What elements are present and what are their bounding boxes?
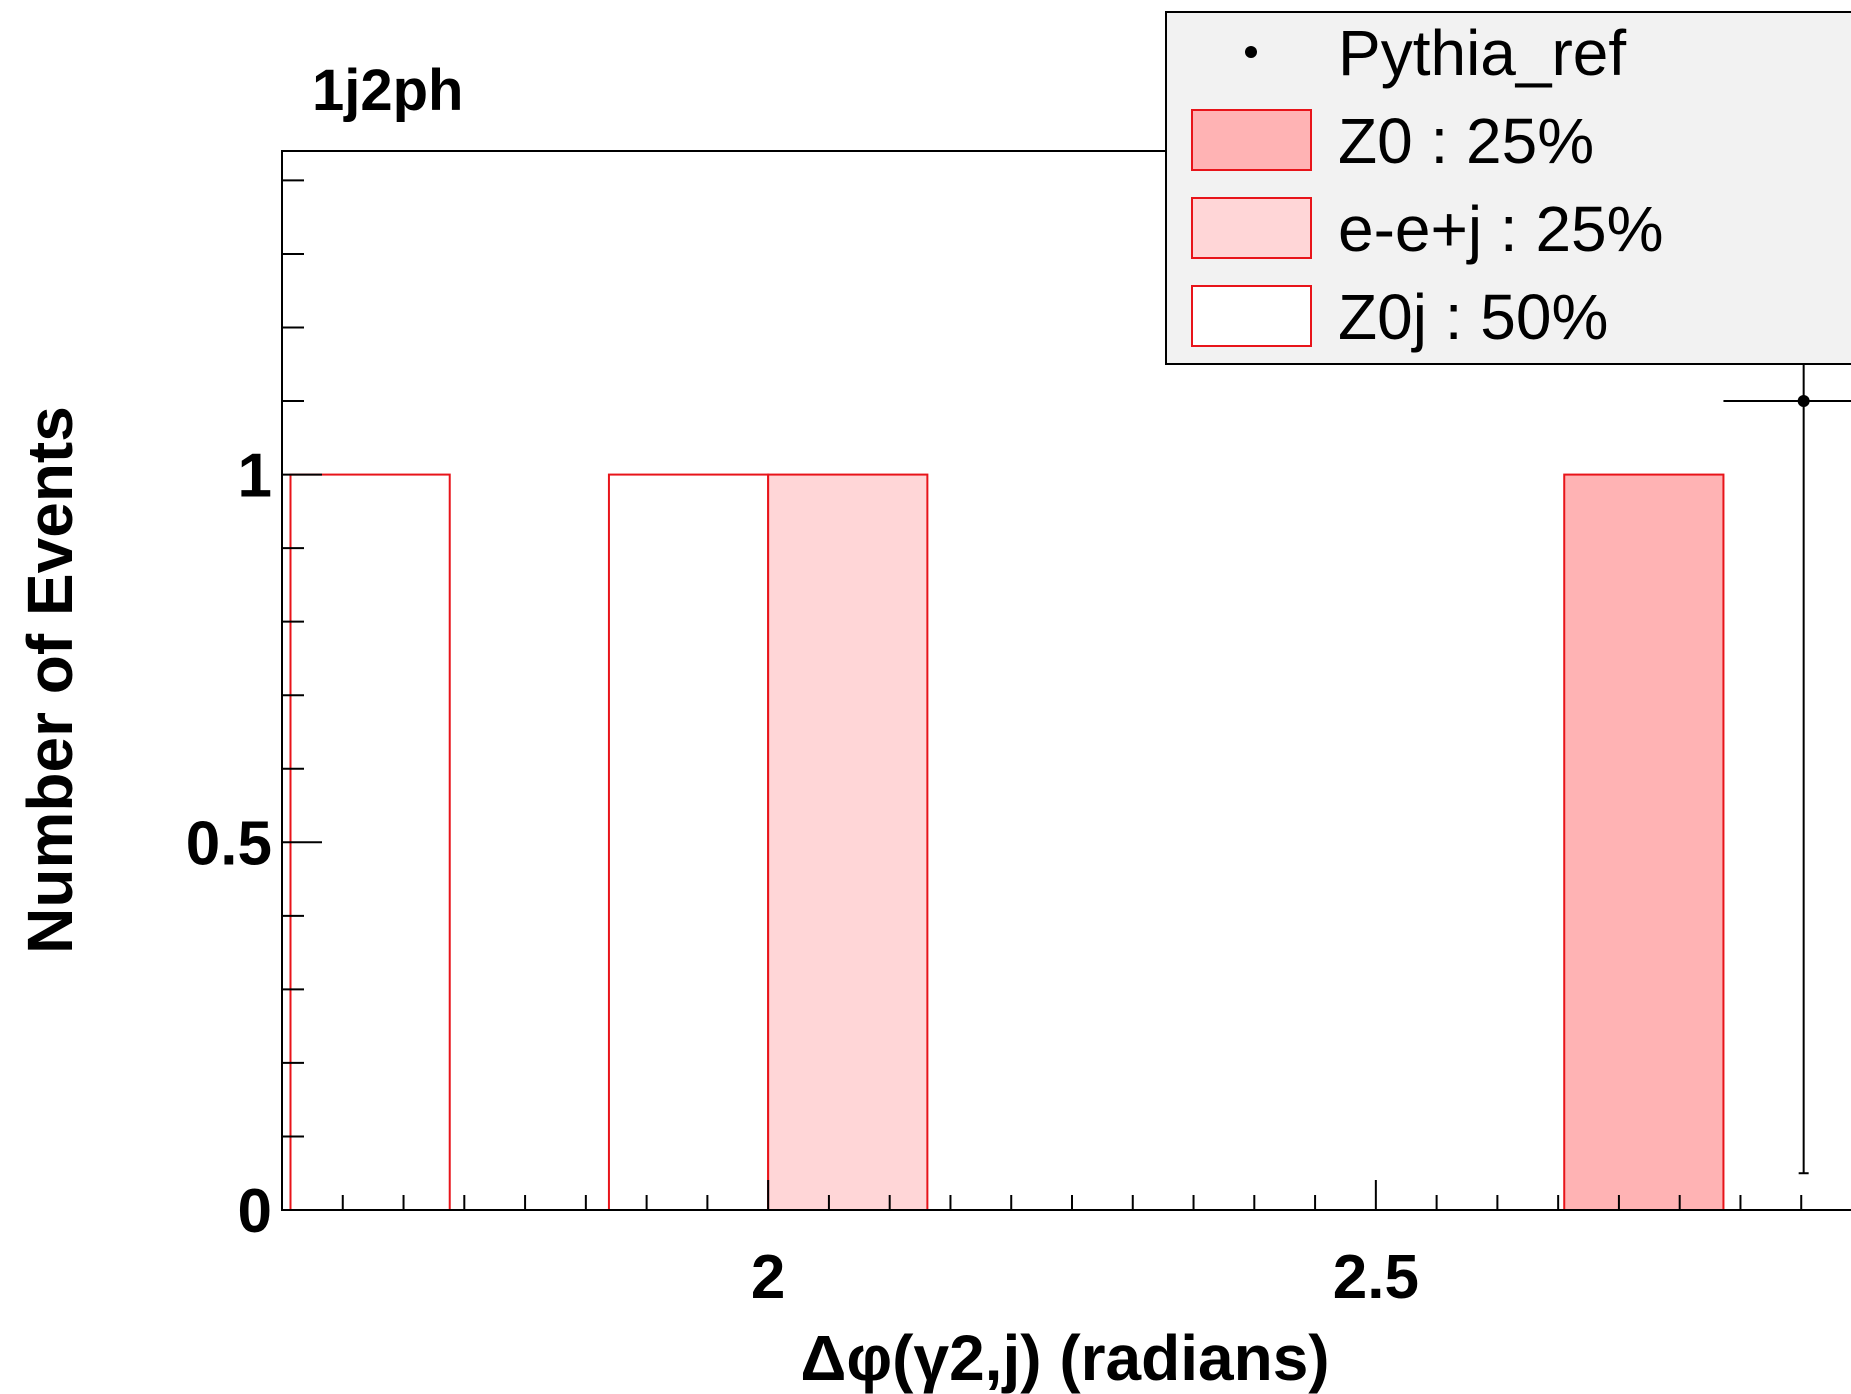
legend: Pythia_ref Z0 : 25% e-e+j : 25% Z0j : 50% [1165, 11, 1851, 365]
legend-label: e-e+j : 25% [1338, 193, 1664, 265]
histogram-bars [282, 473, 1851, 1212]
histogram-bar [767, 473, 929, 1212]
legend-swatch [1191, 285, 1312, 347]
x-tick-label: 2.5 [1333, 1243, 1419, 1312]
x-axis-ticks: 2 2.5 [281, 1180, 1803, 1312]
y-axis-title: Number of Events [14, 406, 86, 954]
x-axis-title: Δφ(γ2,j) (radians) [800, 1322, 1329, 1394]
legend-swatch [1191, 109, 1312, 171]
data-point [1797, 395, 1810, 408]
histogram-bar [607, 473, 770, 1212]
legend-label: Z0j : 50% [1338, 281, 1608, 353]
legend-swatch [1191, 197, 1312, 259]
legend-entries: Pythia_ref Z0 : 25% e-e+j : 25% Z0j : 50% [1191, 17, 1664, 353]
y-tick-label: 1 [238, 442, 272, 511]
x-tick-label: 2 [751, 1243, 785, 1312]
y-tick-label: 0 [238, 1177, 272, 1246]
legend-label: Pythia_ref [1338, 17, 1626, 89]
chart-title: 1j2ph [312, 58, 464, 123]
legend-marker-point [1245, 46, 1257, 58]
y-axis-ticks: 00.51 [186, 179, 322, 1246]
y-tick-label: 0.5 [186, 809, 272, 878]
histogram-bar [1563, 473, 1725, 1212]
legend-label: Z0 : 25% [1338, 105, 1594, 177]
